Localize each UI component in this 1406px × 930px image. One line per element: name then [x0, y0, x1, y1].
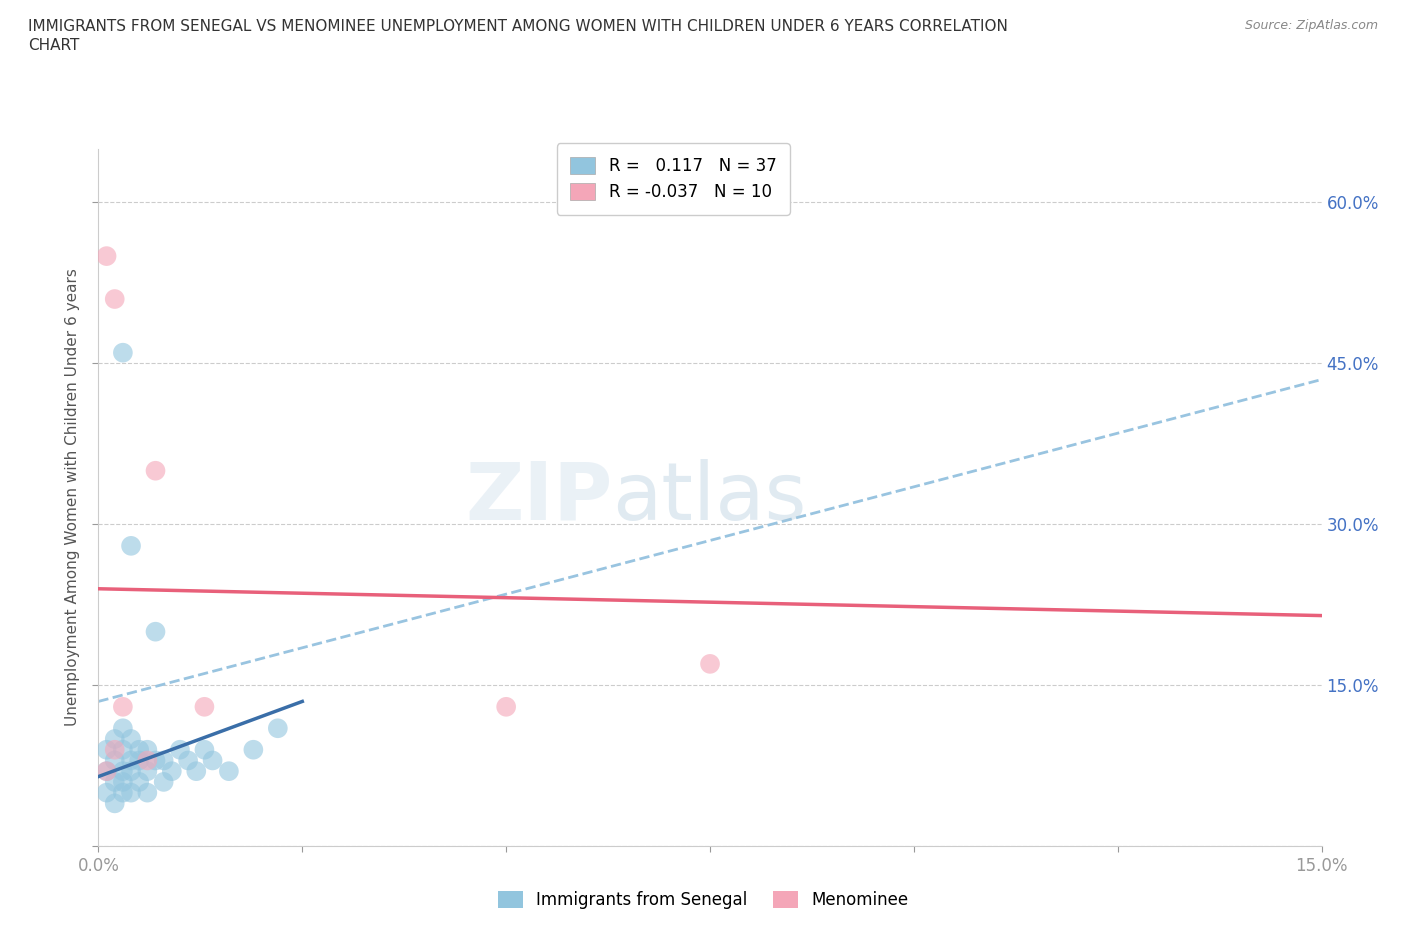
Point [145, 753, 167, 768]
Y-axis label: Unemployment Among Women with Children Under 6 years: Unemployment Among Women with Children U… [65, 269, 80, 726]
Legend: Immigrants from Senegal, Menominee: Immigrants from Senegal, Menominee [489, 883, 917, 917]
Point [169, 742, 191, 757]
Point [104, 732, 127, 747]
Point [96, 248, 118, 263]
Legend: R =   0.117   N = 37, R = -0.037   N = 10: R = 0.117 N = 37, R = -0.037 N = 10 [557, 143, 790, 215]
Point [136, 753, 159, 768]
Point [96, 764, 118, 778]
Point [104, 292, 127, 307]
Point [152, 775, 174, 790]
Point [136, 742, 159, 757]
Point [218, 764, 240, 778]
Point [120, 732, 142, 747]
Text: IMMIGRANTS FROM SENEGAL VS MENOMINEE UNEMPLOYMENT AMONG WOMEN WITH CHILDREN UNDE: IMMIGRANTS FROM SENEGAL VS MENOMINEE UNE… [28, 19, 1008, 53]
Point [120, 785, 142, 800]
Point [111, 785, 134, 800]
Point [152, 753, 174, 768]
Point [96, 785, 118, 800]
Point [193, 742, 215, 757]
Point [96, 764, 118, 778]
Point [111, 742, 134, 757]
Point [104, 742, 127, 757]
Point [104, 775, 127, 790]
Point [120, 753, 142, 768]
Text: Source: ZipAtlas.com: Source: ZipAtlas.com [1244, 19, 1378, 32]
Point [111, 721, 134, 736]
Point [242, 742, 264, 757]
Point [128, 753, 150, 768]
Point [193, 699, 215, 714]
Point [128, 775, 150, 790]
Point [111, 699, 134, 714]
Text: ZIP: ZIP [465, 458, 612, 537]
Point [111, 764, 134, 778]
Point [145, 624, 167, 639]
Point [267, 721, 290, 736]
Point [104, 796, 127, 811]
Point [145, 463, 167, 478]
Point [177, 753, 200, 768]
Point [120, 538, 142, 553]
Point [495, 699, 517, 714]
Point [104, 753, 127, 768]
Point [120, 764, 142, 778]
Point [128, 742, 150, 757]
Point [111, 345, 134, 360]
Point [96, 742, 118, 757]
Point [111, 775, 134, 790]
Point [136, 764, 159, 778]
Point [186, 764, 208, 778]
Text: atlas: atlas [612, 458, 807, 537]
Point [136, 785, 159, 800]
Point [699, 657, 721, 671]
Point [160, 764, 183, 778]
Point [201, 753, 224, 768]
